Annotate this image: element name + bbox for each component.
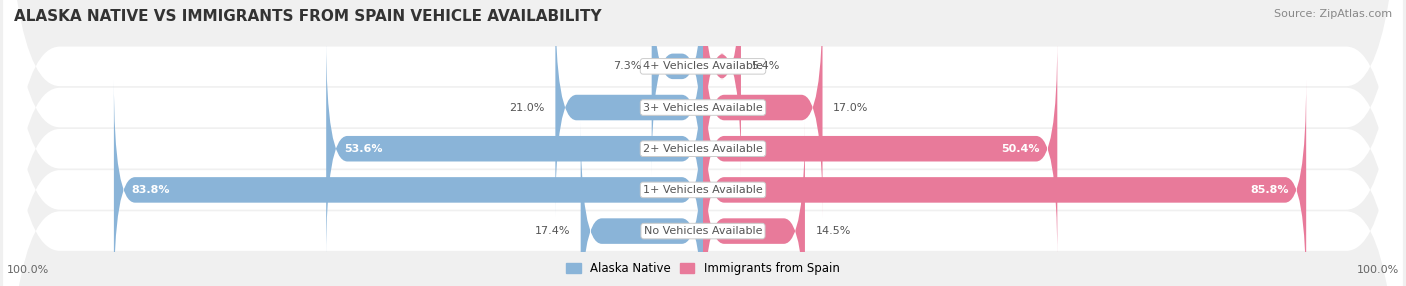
FancyBboxPatch shape xyxy=(703,0,741,177)
Text: 2+ Vehicles Available: 2+ Vehicles Available xyxy=(643,144,763,154)
FancyBboxPatch shape xyxy=(326,38,703,259)
FancyBboxPatch shape xyxy=(555,0,703,218)
Text: ALASKA NATIVE VS IMMIGRANTS FROM SPAIN VEHICLE AVAILABILITY: ALASKA NATIVE VS IMMIGRANTS FROM SPAIN V… xyxy=(14,9,602,23)
Text: 5.4%: 5.4% xyxy=(752,61,780,71)
FancyBboxPatch shape xyxy=(703,0,823,218)
Text: 100.0%: 100.0% xyxy=(7,265,49,275)
Text: 85.8%: 85.8% xyxy=(1250,185,1289,195)
FancyBboxPatch shape xyxy=(581,120,703,286)
Text: Source: ZipAtlas.com: Source: ZipAtlas.com xyxy=(1274,9,1392,19)
FancyBboxPatch shape xyxy=(703,79,1306,286)
Text: 17.0%: 17.0% xyxy=(832,103,869,112)
Legend: Alaska Native, Immigrants from Spain: Alaska Native, Immigrants from Spain xyxy=(561,258,845,280)
FancyBboxPatch shape xyxy=(114,79,703,286)
Text: 4+ Vehicles Available: 4+ Vehicles Available xyxy=(643,61,763,71)
Text: 14.5%: 14.5% xyxy=(815,226,851,236)
Text: 53.6%: 53.6% xyxy=(343,144,382,154)
Text: 100.0%: 100.0% xyxy=(1357,265,1399,275)
FancyBboxPatch shape xyxy=(3,0,1403,286)
Text: 50.4%: 50.4% xyxy=(1001,144,1040,154)
FancyBboxPatch shape xyxy=(3,0,1403,286)
FancyBboxPatch shape xyxy=(3,0,1403,286)
FancyBboxPatch shape xyxy=(703,38,1057,259)
Text: No Vehicles Available: No Vehicles Available xyxy=(644,226,762,236)
Text: 83.8%: 83.8% xyxy=(132,185,170,195)
FancyBboxPatch shape xyxy=(652,0,703,177)
FancyBboxPatch shape xyxy=(3,0,1403,286)
Text: 1+ Vehicles Available: 1+ Vehicles Available xyxy=(643,185,763,195)
Text: 17.4%: 17.4% xyxy=(534,226,571,236)
Text: 3+ Vehicles Available: 3+ Vehicles Available xyxy=(643,103,763,112)
FancyBboxPatch shape xyxy=(703,120,804,286)
FancyBboxPatch shape xyxy=(3,0,1403,286)
Text: 21.0%: 21.0% xyxy=(509,103,546,112)
Text: 7.3%: 7.3% xyxy=(613,61,641,71)
